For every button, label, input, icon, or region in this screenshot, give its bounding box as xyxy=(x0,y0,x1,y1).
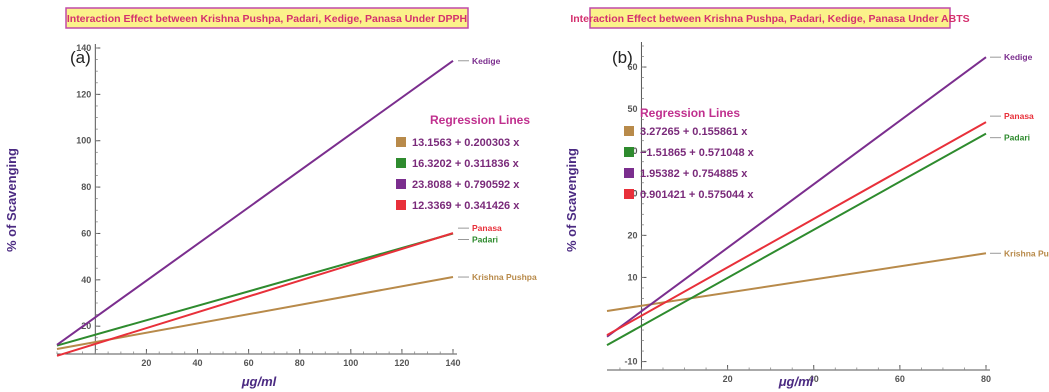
chart-title-box xyxy=(65,7,469,29)
legend-entry: 1.95382 + 0.754885 x xyxy=(640,168,748,180)
legend-entry: 13.1563 + 0.200303 x xyxy=(412,137,520,149)
x-tick-label: 20 xyxy=(141,358,151,368)
x-tick-label: 20 xyxy=(723,374,733,384)
series-line-krishna-pushpa xyxy=(606,252,987,312)
legend-swatch xyxy=(396,137,406,147)
series-label: Krishna Pushpa xyxy=(472,272,537,282)
y-tick-label: 20 xyxy=(627,230,637,240)
y-tick-label: 20 xyxy=(81,321,91,331)
series-label: Panasa xyxy=(472,223,502,233)
legend-swatch xyxy=(396,179,406,189)
y-tick-label: 60 xyxy=(627,62,637,72)
series-label: Kedige xyxy=(472,56,501,66)
y-tick-label: 50 xyxy=(627,104,637,114)
legend-title: Regression Lines xyxy=(640,106,740,120)
legend-swatch xyxy=(624,168,634,178)
x-tick-label: 40 xyxy=(809,374,819,384)
legend-swatch xyxy=(396,200,406,210)
series-line-panasa xyxy=(56,232,454,357)
x-tick-label: 60 xyxy=(244,358,254,368)
series-label: Kedige xyxy=(1004,52,1033,62)
y-tick-label: 40 xyxy=(81,275,91,285)
legend-entry: 3.27265 + 0.155861 x xyxy=(640,126,748,138)
panel-letter: (a) xyxy=(70,48,91,67)
series-label: Krishna Pushpa xyxy=(1004,248,1049,258)
chart-title-box xyxy=(589,7,951,29)
legend-entry: 0.901421 + 0.575044 x xyxy=(640,189,754,201)
series-line-padari xyxy=(606,132,987,346)
series-line-krishna-pushpa xyxy=(56,276,454,350)
legend-swatch xyxy=(396,158,406,168)
y-tick-label: 140 xyxy=(76,43,91,53)
legend-title: Regression Lines xyxy=(430,113,530,127)
series-line-padari xyxy=(56,232,454,347)
legend-entry: 23.8088 + 0.790592 x xyxy=(412,179,520,191)
series-line-panasa xyxy=(606,121,987,336)
x-tick-label: 60 xyxy=(895,374,905,384)
series-line-kedige xyxy=(606,56,987,338)
y-tick-label: 100 xyxy=(76,136,91,146)
series-label: Panasa xyxy=(1004,111,1034,121)
y-tick-label: 10 xyxy=(627,272,637,282)
y-tick-label: -10 xyxy=(624,357,637,367)
y-axis-label: % of Scavenging xyxy=(4,148,19,252)
y-tick-label: 60 xyxy=(81,228,91,238)
legend-entry: 16.3202 + 0.311836 x xyxy=(412,158,520,170)
x-tick-label: 140 xyxy=(445,358,460,368)
chart-title: Interaction Effect between Krishna Pushp… xyxy=(67,13,467,25)
x-axis-label: μg/ml xyxy=(778,374,814,389)
legend-entry: −1.51865 + 0.571048 x xyxy=(640,147,755,159)
y-axis-label: % of Scavenging xyxy=(564,148,579,252)
series-label: Padari xyxy=(472,235,498,245)
panel-b: Interaction Effect between Krishna Pushp… xyxy=(564,7,1049,389)
legend-swatch xyxy=(624,147,634,157)
legend-swatch xyxy=(624,189,634,199)
x-tick-label: 80 xyxy=(981,374,991,384)
x-axis-label: μg/ml xyxy=(241,374,277,389)
legend-entry: 12.3369 + 0.341426 x xyxy=(412,200,520,212)
y-tick-label: 80 xyxy=(81,182,91,192)
chart-title: Interaction Effect between Krishna Pushp… xyxy=(570,13,969,25)
x-tick-label: 80 xyxy=(295,358,305,368)
legend-swatch xyxy=(624,126,634,136)
x-tick-label: 120 xyxy=(394,358,409,368)
panel-letter: (b) xyxy=(612,48,633,67)
series-label: Padari xyxy=(1004,133,1030,143)
panel-a: Interaction Effect between Krishna Pushp… xyxy=(4,7,537,389)
y-tick-label: 120 xyxy=(76,89,91,99)
x-tick-label: 100 xyxy=(343,358,358,368)
x-tick-label: 40 xyxy=(193,358,203,368)
series-line-kedige xyxy=(56,59,454,346)
